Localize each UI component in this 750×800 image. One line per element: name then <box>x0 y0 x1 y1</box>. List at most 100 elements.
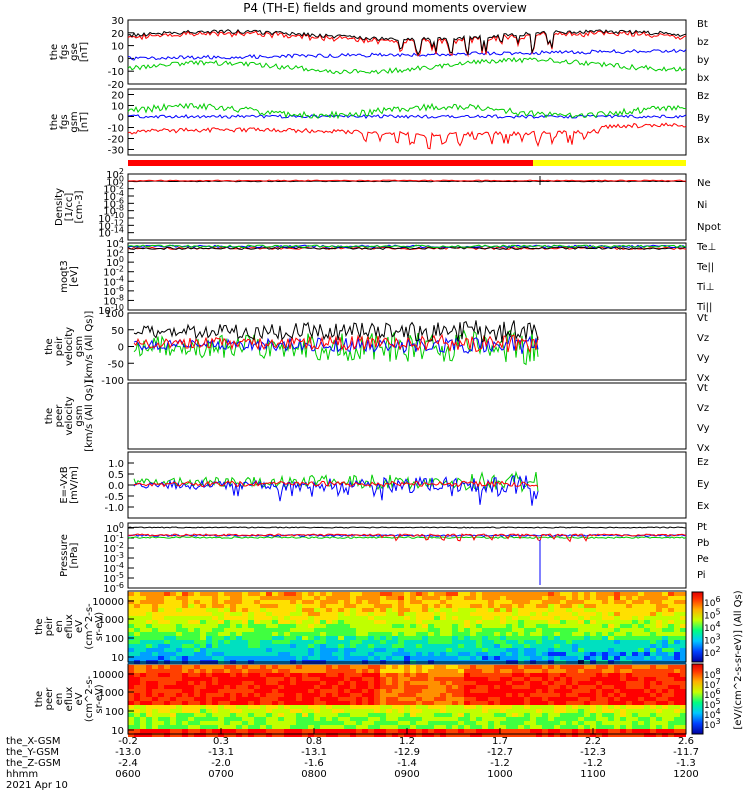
spectrogram-cell <box>134 709 140 713</box>
spectrogram-cell <box>434 600 440 604</box>
spectrogram-cell <box>662 616 668 620</box>
spectrogram-cell <box>578 725 584 729</box>
spectrogram-cell <box>140 632 146 636</box>
spectrogram-cell <box>428 636 434 640</box>
spectrogram-cell <box>350 725 356 729</box>
spectrogram-cell <box>440 697 446 701</box>
spectrogram-cell <box>560 725 566 729</box>
spectrogram-cell <box>362 640 368 644</box>
spectrogram-cell <box>272 713 278 717</box>
spectrogram-cell <box>440 701 446 705</box>
spectrogram-cell <box>440 648 446 652</box>
spectrogram-cell <box>662 620 668 624</box>
spectrogram-cell <box>170 729 176 733</box>
spectrogram-cell <box>326 656 332 660</box>
spectrogram-cell <box>392 636 398 640</box>
spectrogram-cell <box>602 729 608 733</box>
spectrogram-cell <box>602 721 608 725</box>
spectrogram-cell <box>332 616 338 620</box>
spectrogram-cell <box>242 612 248 616</box>
spectrogram-cell <box>422 709 428 713</box>
spectrogram-cell <box>188 620 194 624</box>
spectrogram-cell <box>332 592 338 596</box>
spectrogram-cell <box>350 632 356 636</box>
spectrogram-cell <box>584 652 590 656</box>
spectrogram-cell <box>446 669 452 673</box>
spectrogram-cell <box>602 705 608 709</box>
spectrogram-cell <box>668 673 674 677</box>
spectrogram-cell <box>164 669 170 673</box>
spectrogram-cell <box>656 697 662 701</box>
spectrogram-cell <box>356 612 362 616</box>
spectrogram-cell <box>512 616 518 620</box>
spectrogram-cell <box>482 709 488 713</box>
spectrogram-cell <box>614 709 620 713</box>
spectrogram-cell <box>404 652 410 656</box>
spectrogram-cell <box>572 608 578 612</box>
spectrogram-cell <box>350 705 356 709</box>
spectrogram-cell <box>608 620 614 624</box>
spectrogram-cell <box>290 604 296 608</box>
spectrogram-cell <box>416 624 422 628</box>
spectrogram-cell <box>182 600 188 604</box>
spectrogram-cell <box>416 632 422 636</box>
spectrogram-cell <box>536 648 542 652</box>
spectrogram-cell <box>368 616 374 620</box>
spectrogram-cell <box>554 717 560 721</box>
spectrogram-cell <box>374 608 380 612</box>
spectrogram-cell <box>332 733 338 737</box>
spectrogram-cell <box>218 701 224 705</box>
y-axis-label: moqt3 <box>59 260 70 293</box>
spectrogram-cell <box>182 709 188 713</box>
spectrogram-cell <box>188 624 194 628</box>
spectrogram-cell <box>506 697 512 701</box>
spectrogram-cell <box>284 713 290 717</box>
spectrogram-cell <box>206 681 212 685</box>
y-axis-label: the <box>34 691 45 707</box>
spectrogram-cell <box>674 721 680 725</box>
spectrogram-cell <box>146 600 152 604</box>
legend-entry-vt: Vt <box>697 383 708 394</box>
spectrogram-cell <box>410 665 416 669</box>
spectrogram-cell <box>662 628 668 632</box>
spectrogram-cell <box>236 648 242 652</box>
y-tick-label: 10-12 <box>98 218 124 232</box>
spectrogram-cell <box>548 632 554 636</box>
spectrogram-cell <box>476 709 482 713</box>
spectrogram-cell <box>668 616 674 620</box>
spectrogram-cell <box>164 681 170 685</box>
spectrogram-cell <box>434 673 440 677</box>
spectrogram-cell <box>350 697 356 701</box>
spectrogram-cell <box>650 612 656 616</box>
spectrogram-cell <box>344 592 350 596</box>
spectrogram-cell <box>176 701 182 705</box>
spectrogram-cell <box>350 644 356 648</box>
spectrogram-cell <box>476 705 482 709</box>
spectrogram-cell <box>176 673 182 677</box>
spectrogram-cell <box>506 677 512 681</box>
spectrogram-cell <box>128 596 134 600</box>
spectrogram-cell <box>542 729 548 733</box>
spectrogram-cell <box>464 677 470 681</box>
spectrogram-cell <box>296 644 302 648</box>
spectrogram-cell <box>428 681 434 685</box>
spectrogram-cell <box>320 689 326 693</box>
spectrogram-cell <box>182 725 188 729</box>
spectrogram-cell <box>608 701 614 705</box>
spectrogram-cell <box>206 596 212 600</box>
colorbar-tick-label: 105 <box>704 608 721 622</box>
spectrogram-cell <box>338 616 344 620</box>
spectrogram-cell <box>386 632 392 636</box>
spectrogram-cell <box>488 616 494 620</box>
spectrogram-cell <box>134 677 140 681</box>
spectrogram-cell <box>476 677 482 681</box>
spectrogram-cell <box>452 681 458 685</box>
spectrogram-cell <box>320 644 326 648</box>
spectrogram-cell <box>182 705 188 709</box>
spectrogram-cell <box>380 600 386 604</box>
spectrogram-cell <box>308 665 314 669</box>
spectrogram-cell <box>272 717 278 721</box>
spectrogram-cell <box>272 608 278 612</box>
spectrogram-cell <box>554 620 560 624</box>
spectrogram-cell <box>272 693 278 697</box>
